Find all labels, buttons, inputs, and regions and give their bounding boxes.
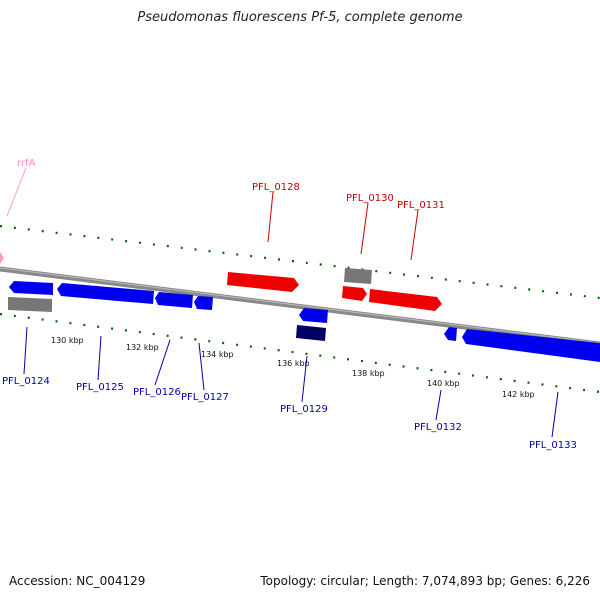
label-PFL_0130: PFL_0130 xyxy=(346,193,394,204)
label-PFL_0131: PFL_0131 xyxy=(397,200,445,211)
leader-PFL_0127 xyxy=(198,342,205,391)
tick-label: 130 kbp xyxy=(51,336,84,345)
label-PFL_0127: PFL_0127 xyxy=(181,392,229,403)
leader-PFL_0131 xyxy=(410,209,419,261)
label-PFL_0128: PFL_0128 xyxy=(252,182,300,193)
rrfA-label: rrfA xyxy=(17,158,36,169)
leader-PFL_0124 xyxy=(23,326,28,375)
tick-label: 132 kbp xyxy=(126,343,159,352)
tick-label: 140 kbp xyxy=(427,379,460,388)
label-PFL_0124: PFL_0124 xyxy=(2,376,50,387)
accession-text: Accession: NC_004129 xyxy=(9,574,146,588)
leader-PFL_0132 xyxy=(435,389,442,421)
gene-PFL_0127[interactable] xyxy=(194,296,213,310)
feature-grey-left[interactable] xyxy=(8,297,52,312)
label-PFL_0133: PFL_0133 xyxy=(529,440,577,451)
leader-PFL_0130 xyxy=(360,202,369,255)
gene-PFL_0133[interactable] xyxy=(462,329,600,362)
gene-PFL_0129[interactable] xyxy=(299,308,328,323)
gene-PFL_0124[interactable] xyxy=(9,281,53,295)
gene-PFL_0130[interactable] xyxy=(342,286,367,301)
inner-tick-ring xyxy=(0,312,600,394)
gene-PFL_0125[interactable] xyxy=(57,283,154,304)
tick-label: 138 kbp xyxy=(352,369,385,378)
topology-text: Topology: circular; Length: 7,074,893 bp… xyxy=(260,574,590,588)
label-PFL_0129: PFL_0129 xyxy=(280,404,328,415)
leader-PFL_0129 xyxy=(301,355,308,403)
gene-PFL_0132[interactable] xyxy=(444,327,457,341)
gene-PFL_0126[interactable] xyxy=(155,292,193,308)
leader-PFL_0125 xyxy=(97,335,102,381)
tick-label: 136 kbp xyxy=(277,359,310,368)
gene-PFL_0128[interactable] xyxy=(227,272,299,292)
label-PFL_0125: PFL_0125 xyxy=(76,382,124,393)
map-title: Pseudomonas fluorescens Pf-5, complete g… xyxy=(137,10,463,25)
tick-label: 142 kbp xyxy=(502,390,535,399)
gene-PFL_0131[interactable] xyxy=(369,289,442,311)
tick-label: 134 kbp xyxy=(201,350,234,359)
leader-PFL_0126 xyxy=(154,339,171,386)
feature-dark-center[interactable] xyxy=(296,325,326,341)
rrfA-leader xyxy=(6,167,27,217)
feature-grey-center[interactable] xyxy=(344,268,372,284)
genome-backbone xyxy=(0,266,600,347)
leader-PFL_0133 xyxy=(551,391,559,438)
label-PFL_0126: PFL_0126 xyxy=(133,387,181,398)
label-PFL_0132: PFL_0132 xyxy=(414,422,462,433)
leader-PFL_0128 xyxy=(267,191,274,243)
rrfA-feature[interactable] xyxy=(0,252,4,264)
genome-backbone-highlight xyxy=(0,267,600,344)
